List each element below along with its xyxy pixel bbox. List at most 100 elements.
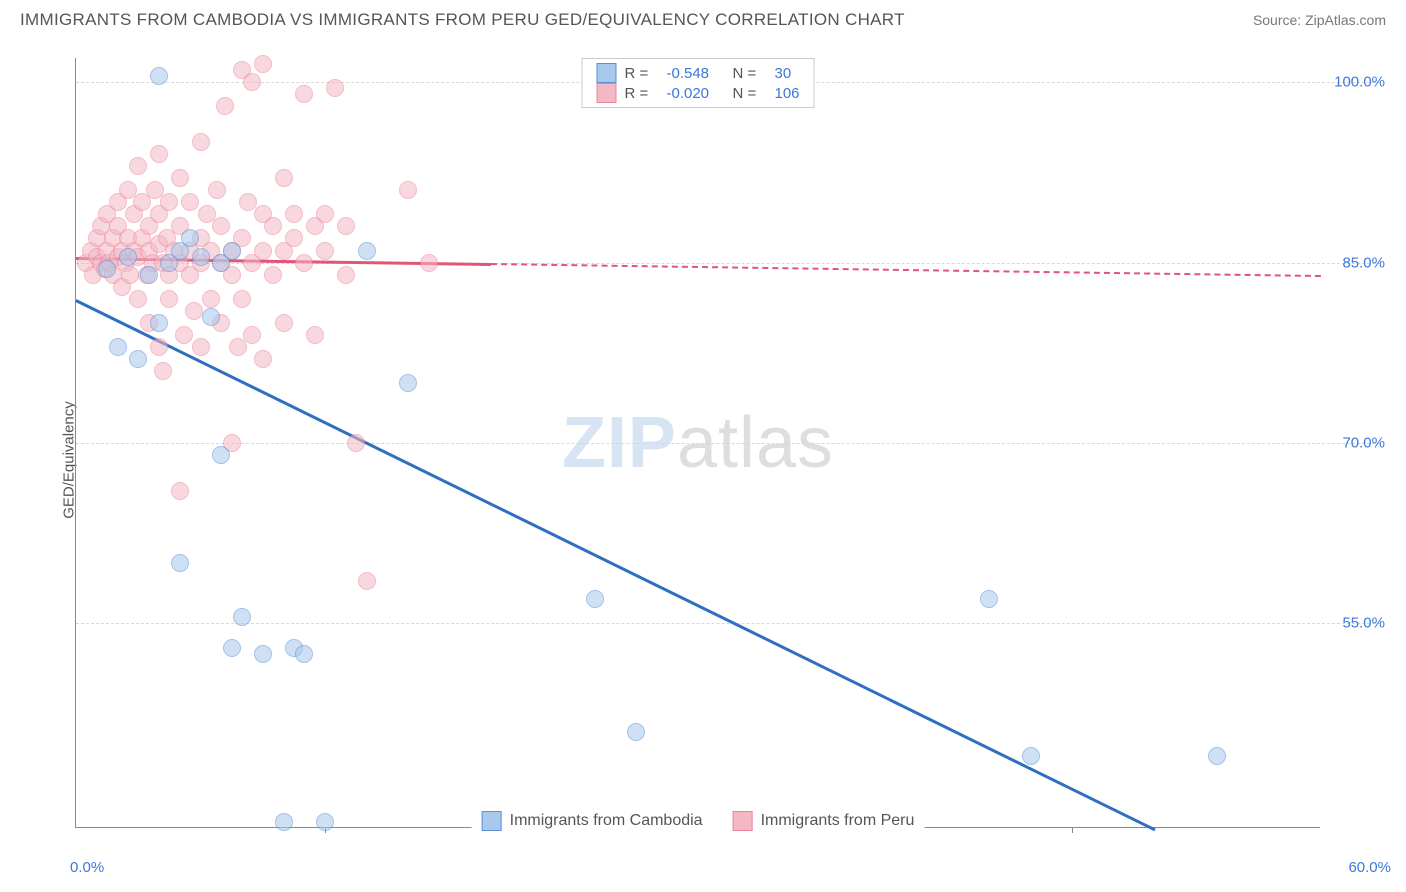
chart-source: Source: ZipAtlas.com: [1253, 12, 1386, 28]
scatter-point: [264, 217, 282, 235]
legend-item: Immigrants from Peru: [733, 811, 915, 831]
legend-n-value: 106: [774, 85, 799, 102]
scatter-point: [233, 290, 251, 308]
legend-n-label: N =: [732, 65, 766, 82]
scatter-point: [192, 133, 210, 151]
scatter-point: [243, 73, 261, 91]
scatter-point: [150, 338, 168, 356]
scatter-point: [229, 338, 247, 356]
legend-correlation: R = -0.548 N = 30 R = -0.020 N = 106: [581, 58, 814, 108]
scatter-point: [154, 362, 172, 380]
scatter-point: [192, 248, 210, 266]
scatter-point: [316, 813, 334, 831]
scatter-point: [223, 242, 241, 260]
scatter-point: [1022, 747, 1040, 765]
scatter-point: [306, 326, 324, 344]
scatter-point: [212, 217, 230, 235]
scatter-point: [285, 205, 303, 223]
scatter-point: [980, 590, 998, 608]
scatter-point: [326, 79, 344, 97]
legend-r-label: R =: [624, 85, 658, 102]
gridline-h: [76, 623, 1380, 624]
scatter-point: [254, 350, 272, 368]
legend-label: Immigrants from Cambodia: [510, 812, 703, 830]
x-tick-max: 60.0%: [1348, 859, 1391, 876]
legend-n-value: 30: [774, 65, 791, 82]
legend-swatch: [596, 63, 616, 83]
scatter-point: [586, 590, 604, 608]
y-tick-label: 85.0%: [1342, 254, 1385, 271]
legend-swatch: [596, 83, 616, 103]
scatter-point: [295, 645, 313, 663]
scatter-point: [202, 308, 220, 326]
scatter-point: [181, 229, 199, 247]
legend-swatch: [482, 811, 502, 831]
scatter-point: [233, 608, 251, 626]
regression-line-dashed: [491, 263, 1321, 277]
scatter-point: [358, 572, 376, 590]
y-tick-label: 100.0%: [1334, 74, 1385, 91]
scatter-point: [254, 55, 272, 73]
scatter-point: [216, 97, 234, 115]
scatter-point: [140, 266, 158, 284]
legend-n-label: N =: [732, 85, 766, 102]
scatter-point: [212, 446, 230, 464]
scatter-point: [181, 193, 199, 211]
scatter-point: [275, 813, 293, 831]
scatter-point: [254, 645, 272, 663]
legend-r-value: -0.548: [666, 65, 724, 82]
scatter-point: [129, 290, 147, 308]
scatter-point: [1208, 747, 1226, 765]
legend-item: Immigrants from Cambodia: [482, 811, 703, 831]
scatter-point: [119, 248, 137, 266]
x-tick-mark: [1072, 827, 1073, 833]
scatter-point: [285, 229, 303, 247]
gridline-h: [76, 443, 1380, 444]
chart-header: IMMIGRANTS FROM CAMBODIA VS IMMIGRANTS F…: [0, 0, 1406, 35]
gridline-h: [76, 263, 1380, 264]
scatter-point: [160, 193, 178, 211]
legend-label: Immigrants from Peru: [761, 812, 915, 830]
legend-swatch: [733, 811, 753, 831]
scatter-point: [175, 326, 193, 344]
scatter-point: [171, 169, 189, 187]
scatter-point: [295, 85, 313, 103]
scatter-point: [399, 181, 417, 199]
scatter-point: [185, 302, 203, 320]
scatter-point: [129, 157, 147, 175]
regression-line: [75, 299, 1155, 831]
chart-wrapper: GED/Equivalency ZIPatlas R =-0.548N =30R…: [20, 48, 1386, 872]
legend-row: R = -0.548 N = 30: [596, 63, 799, 83]
scatter-point: [316, 205, 334, 223]
x-tick-min: 0.0%: [70, 859, 104, 876]
scatter-point: [202, 290, 220, 308]
scatter-point: [337, 266, 355, 284]
scatter-point: [208, 181, 226, 199]
scatter-point: [129, 350, 147, 368]
legend-r-label: R =: [624, 65, 658, 82]
scatter-point: [275, 169, 293, 187]
scatter-point: [337, 217, 355, 235]
scatter-point: [243, 326, 261, 344]
scatter-point: [171, 554, 189, 572]
scatter-point: [98, 260, 116, 278]
scatter-point: [627, 723, 645, 741]
y-tick-label: 55.0%: [1342, 615, 1385, 632]
y-tick-label: 70.0%: [1342, 435, 1385, 452]
scatter-point: [223, 639, 241, 657]
chart-title: IMMIGRANTS FROM CAMBODIA VS IMMIGRANTS F…: [20, 10, 905, 30]
scatter-point: [420, 254, 438, 272]
scatter-point: [264, 266, 282, 284]
scatter-point: [160, 290, 178, 308]
legend-series: Immigrants from Cambodia Immigrants from …: [472, 809, 925, 833]
scatter-point: [254, 242, 272, 260]
legend-r-value: -0.020: [666, 85, 724, 102]
scatter-point: [150, 67, 168, 85]
scatter-point: [295, 254, 313, 272]
scatter-point: [316, 242, 334, 260]
scatter-point: [171, 482, 189, 500]
scatter-point: [109, 338, 127, 356]
scatter-point: [358, 242, 376, 260]
legend-row: R = -0.020 N = 106: [596, 83, 799, 103]
scatter-point: [121, 266, 139, 284]
